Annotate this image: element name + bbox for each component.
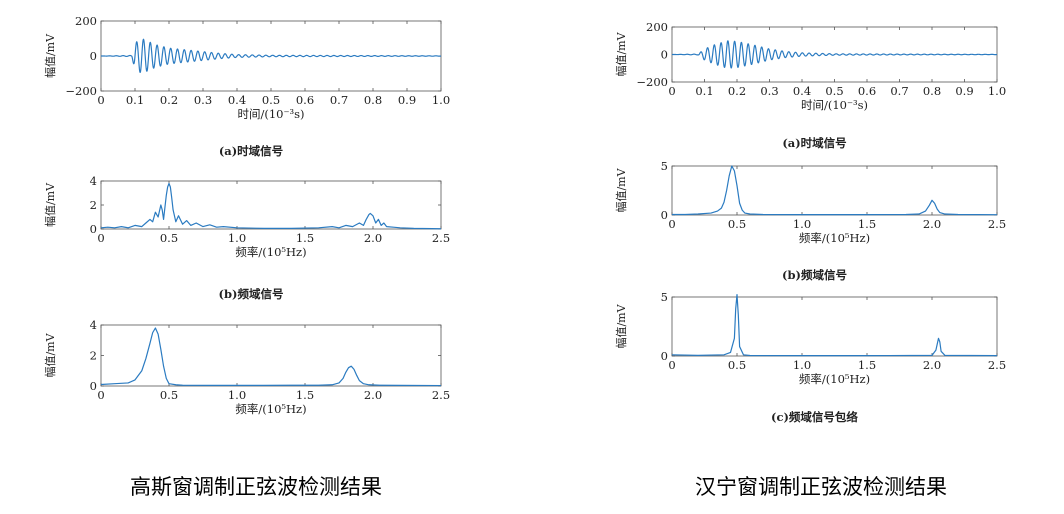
x-tick-label: 0 bbox=[97, 93, 104, 107]
x-tick-label: 0.1 bbox=[126, 93, 144, 107]
x-tick-label: 0.5 bbox=[728, 358, 746, 372]
x-tick-label: 0 bbox=[97, 388, 104, 402]
x-tick-label: 2.5 bbox=[988, 358, 1006, 372]
chart-left-frequency-envelope: 0 0.5 1.0 1.5 2.0 2.5 0 2 4 频率/(10⁵Hz) 幅值/mV bbox=[44, 318, 450, 416]
x-tick-label: 0.2 bbox=[728, 84, 746, 98]
x-tick-label: 0.5 bbox=[825, 84, 843, 98]
chart-right-frequency-domain: 0 0.5 1.0 1.5 2.0 2.5 0 5 频率/(10⁵Hz) 幅值/mV (b)频域信号 bbox=[615, 159, 1006, 282]
x-axis-label: 频率/(10⁵Hz) bbox=[235, 245, 306, 259]
x-axis-label: 频率/(10⁵Hz) bbox=[235, 402, 306, 416]
x-tick-label: 0.5 bbox=[262, 93, 280, 107]
subplot-caption: (a)时域信号 bbox=[219, 144, 283, 158]
x-tick-label: 0.1 bbox=[695, 84, 713, 98]
title-left: 高斯窗调制正弦波检测结果 bbox=[130, 475, 382, 499]
x-tick-label: 0.4 bbox=[793, 84, 811, 98]
x-tick-label: 1.0 bbox=[988, 84, 1006, 98]
y-tick-label: −200 bbox=[65, 84, 97, 98]
x-tick-label: 2.0 bbox=[923, 358, 941, 372]
series-line bbox=[671, 40, 998, 69]
x-tick-label: 1.5 bbox=[858, 358, 876, 372]
y-axis-label: 幅值/mV bbox=[615, 31, 628, 76]
x-tick-label: 0.5 bbox=[160, 231, 178, 245]
x-tick-label: 0.7 bbox=[890, 84, 908, 98]
subplot-caption: (c)频域信号包络 bbox=[771, 410, 858, 424]
x-tick-label: 0.7 bbox=[330, 93, 348, 107]
x-tick-label: 0.6 bbox=[296, 93, 314, 107]
x-tick-label: 0 bbox=[668, 217, 675, 231]
x-tick-label: 1.0 bbox=[432, 93, 450, 107]
y-tick-label: 4 bbox=[90, 174, 97, 188]
x-tick-label: 0.2 bbox=[160, 93, 178, 107]
x-axis-label: 频率/(10⁵Hz) bbox=[799, 372, 870, 386]
y-axis-label: 幅值/mV bbox=[44, 33, 57, 78]
y-axis-label: 幅值/mV bbox=[44, 182, 57, 227]
chart-right-time-domain: 0 0.1 0.2 0.3 0.4 0.5 0.6 0.7 0.8 0.9 1.0−2000200时… bbox=[615, 20, 1006, 150]
x-axis-label: 频率/(10⁵Hz) bbox=[799, 231, 870, 245]
x-tick-label: 2.0 bbox=[923, 217, 941, 231]
y-tick-label: 0 bbox=[90, 222, 97, 236]
x-tick-label: 0 bbox=[668, 84, 675, 98]
x-tick-label: 0.4 bbox=[228, 93, 246, 107]
x-axis-label: 时间/(10⁻³s) bbox=[801, 98, 868, 112]
x-tick-label: 1.0 bbox=[228, 231, 246, 245]
plot-frame bbox=[671, 165, 998, 216]
series-line bbox=[672, 165, 998, 216]
subplot-caption: (b)频域信号 bbox=[219, 287, 284, 301]
x-tick-label: 0 bbox=[668, 358, 675, 372]
y-tick-label: −200 bbox=[636, 75, 668, 89]
y-tick-label: 0 bbox=[90, 49, 97, 63]
x-tick-label: 1.5 bbox=[858, 217, 876, 231]
x-tick-label: 1.0 bbox=[228, 388, 246, 402]
series-line bbox=[671, 294, 998, 357]
y-axis-label: 幅值/mV bbox=[44, 332, 57, 377]
y-tick-label: 0 bbox=[90, 379, 97, 393]
x-tick-label: 2.5 bbox=[432, 231, 450, 245]
x-tick-label: 0.3 bbox=[760, 84, 778, 98]
title-right: 汉宁窗调制正弦波检测结果 bbox=[695, 475, 947, 499]
y-tick-label: 5 bbox=[661, 159, 668, 173]
series-line bbox=[100, 182, 442, 230]
chart-left-time-domain: 0 0.1 0.2 0.3 0.4 0.5 0.6 0.7 0.8 0.9 1.0−2000200时… bbox=[44, 14, 450, 158]
x-tick-label: 0.8 bbox=[364, 93, 382, 107]
y-tick-label: 5 bbox=[661, 290, 668, 304]
x-axis-label: 时间/(10⁻³s) bbox=[237, 107, 304, 121]
y-tick-label: 0 bbox=[661, 208, 668, 222]
x-tick-label: 0.9 bbox=[398, 93, 416, 107]
subplot-caption: (b)频域信号 bbox=[782, 268, 847, 282]
chart-right-frequency-envelope: 0 0.5 1.0 1.5 2.0 2.5 0 5 频率/(10⁵Hz) 幅值/mV (c)频域信号… bbox=[615, 290, 1006, 424]
subplot-caption: (a)时域信号 bbox=[782, 136, 846, 150]
x-tick-label: 1.0 bbox=[793, 217, 811, 231]
x-tick-label: 0.3 bbox=[194, 93, 212, 107]
x-tick-label: 2.0 bbox=[364, 388, 382, 402]
y-tick-label: 4 bbox=[90, 318, 97, 332]
x-tick-label: 2.5 bbox=[432, 388, 450, 402]
x-tick-label: 0 bbox=[97, 231, 104, 245]
y-axis-label: 幅值/mV bbox=[615, 167, 628, 212]
y-tick-label: 0 bbox=[661, 48, 668, 62]
y-tick-label: 2 bbox=[90, 198, 97, 212]
series-line bbox=[100, 38, 442, 74]
y-tick-label: 0 bbox=[661, 349, 668, 363]
x-tick-label: 0.9 bbox=[955, 84, 973, 98]
chart-left-frequency-domain: 0 0.5 1.0 1.5 2.0 2.5 0 2 4 频率/(10⁵Hz) 幅值/mV (b)频域信… bbox=[44, 174, 450, 301]
x-tick-label: 0.5 bbox=[728, 217, 746, 231]
plot-frame bbox=[671, 296, 998, 357]
y-tick-label: 200 bbox=[646, 20, 668, 34]
x-tick-label: 1.5 bbox=[296, 231, 314, 245]
x-tick-label: 0.8 bbox=[923, 84, 941, 98]
x-tick-label: 0.5 bbox=[160, 388, 178, 402]
x-tick-label: 1.5 bbox=[296, 388, 314, 402]
x-tick-label: 2.5 bbox=[988, 217, 1006, 231]
y-tick-label: 200 bbox=[75, 14, 97, 28]
y-tick-label: 2 bbox=[90, 349, 97, 363]
x-tick-label: 0.6 bbox=[858, 84, 876, 98]
series-line bbox=[100, 327, 442, 387]
x-tick-label: 2.0 bbox=[364, 231, 382, 245]
x-tick-label: 1.0 bbox=[793, 358, 811, 372]
y-axis-label: 幅值/mV bbox=[615, 303, 628, 348]
